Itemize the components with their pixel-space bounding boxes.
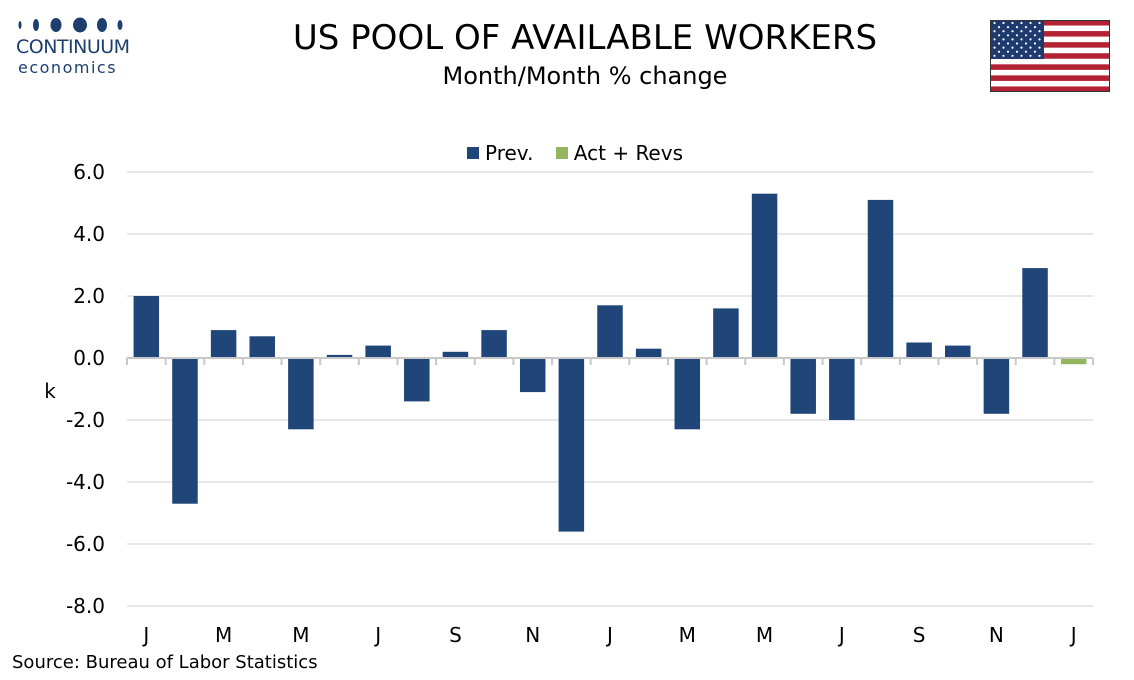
logo-sub-text: economics: [18, 58, 118, 77]
legend-item-prev: Prev.: [467, 141, 533, 165]
y-tick-label: -6.0: [66, 532, 105, 556]
bar-prev: [365, 345, 391, 358]
bar-prev: [713, 308, 739, 358]
bar-prev: [1022, 268, 1048, 358]
bar-prev: [288, 358, 314, 430]
legend-label-prev: Prev.: [485, 141, 534, 165]
legend-label-act: Act + Revs: [573, 141, 683, 165]
legend-swatch-prev: [467, 147, 479, 159]
x-tick-label: M: [679, 623, 696, 647]
y-tick-label: 4.0: [73, 222, 105, 246]
x-tick-label: J: [373, 623, 381, 647]
y-tick-label: -8.0: [66, 594, 105, 618]
y-axis-label: k: [44, 379, 56, 403]
bar-act: [1060, 358, 1087, 365]
y-tick-label: 0.0: [73, 346, 105, 370]
bar-prev: [210, 330, 237, 358]
x-tick-label: J: [141, 623, 149, 647]
x-tick-label: N: [525, 623, 540, 647]
x-tick-label: S: [449, 623, 462, 647]
bar-prev: [326, 354, 353, 358]
x-tick-label: M: [292, 623, 309, 647]
y-tick-label: 6.0: [73, 160, 105, 184]
page-title: US POOL OF AVAILABLE WORKERS: [292, 18, 878, 58]
bar-prev: [597, 305, 623, 358]
bar-prev: [133, 296, 160, 358]
continuum-logo: CONTINUUM economics: [12, 14, 132, 77]
x-tick-label: N: [989, 623, 1004, 647]
x-tick-label: S: [913, 623, 926, 647]
legend-item-act: Act + Revs: [555, 141, 683, 165]
x-tick-label: J: [605, 623, 613, 647]
bar-prev: [519, 358, 546, 393]
x-tick-label: J: [1069, 623, 1077, 647]
x-tick-label: M: [756, 623, 773, 647]
legend-swatch-act: [555, 147, 568, 159]
bar-prev: [751, 193, 778, 358]
page-subtitle: Month/Month % change: [442, 62, 728, 90]
source-note: Source: Bureau of Labor Statistics: [12, 652, 318, 673]
x-tick-label: J: [837, 623, 845, 647]
bar-prev: [867, 199, 894, 358]
bar-prev: [906, 342, 932, 358]
bar-prev: [404, 358, 430, 402]
y-tick-label: -2.0: [66, 408, 105, 432]
bar-prev: [558, 358, 585, 532]
logo-dots-icon: [18, 17, 123, 33]
bar-prev: [829, 358, 855, 420]
bar-prev: [983, 358, 1010, 414]
y-tick-label: 2.0: [73, 284, 105, 308]
bar-prev: [945, 345, 971, 358]
y-tick-label: -4.0: [66, 470, 105, 494]
bar-prev: [674, 358, 701, 430]
x-tick-label: M: [215, 623, 232, 647]
bar-prev: [481, 330, 507, 358]
logo-brand-text: CONTINUUM: [16, 36, 130, 58]
bar-prev: [442, 351, 469, 358]
bar-prev: [249, 336, 275, 358]
us-flag-icon: [990, 20, 1110, 92]
bar-prev: [172, 358, 198, 504]
chart-legend: Prev. Act + Revs: [0, 140, 1134, 165]
bar-prev: [790, 358, 816, 414]
bar-prev: [635, 348, 662, 358]
